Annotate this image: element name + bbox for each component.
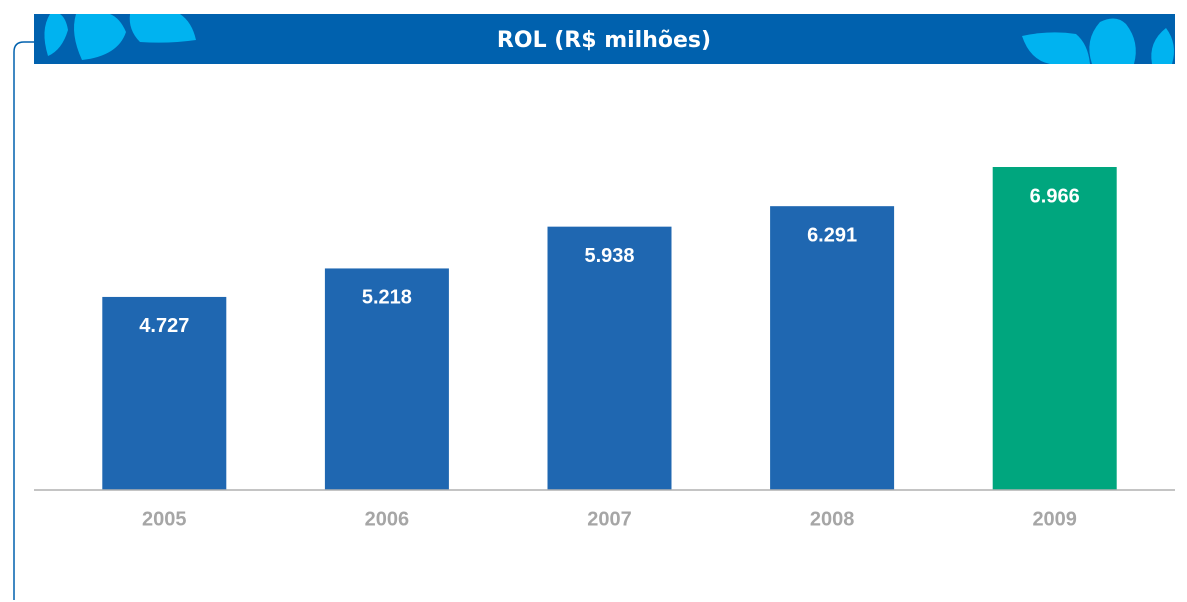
x-tick-label: 2009: [1032, 508, 1077, 530]
header-band: [34, 14, 1175, 64]
leaf-decoration: [129, 14, 196, 43]
bar: [547, 226, 672, 490]
data-label: 6.291: [807, 224, 857, 246]
chart-title: ROL (R$ milhões): [497, 28, 711, 53]
x-tick-label: 2007: [587, 508, 632, 530]
leaf-decoration: [44, 14, 68, 56]
bar: [770, 206, 895, 491]
leaf-decoration: [74, 14, 126, 60]
data-label: 4.727: [139, 315, 189, 337]
leaf-decoration: [1022, 32, 1090, 64]
leaf-decoration: [1151, 28, 1174, 64]
bar: [102, 296, 227, 490]
bar: [992, 167, 1117, 490]
frame-line: [13, 41, 34, 600]
x-tick-label: 2005: [142, 508, 187, 530]
leaf-decoration: [1089, 18, 1136, 65]
data-label: 5.938: [584, 245, 634, 267]
data-label: 6.966: [1030, 185, 1080, 207]
x-tick-label: 2008: [810, 508, 855, 530]
data-label: 5.218: [362, 287, 412, 309]
bar: [324, 268, 449, 490]
x-tick-label: 2006: [365, 508, 410, 530]
